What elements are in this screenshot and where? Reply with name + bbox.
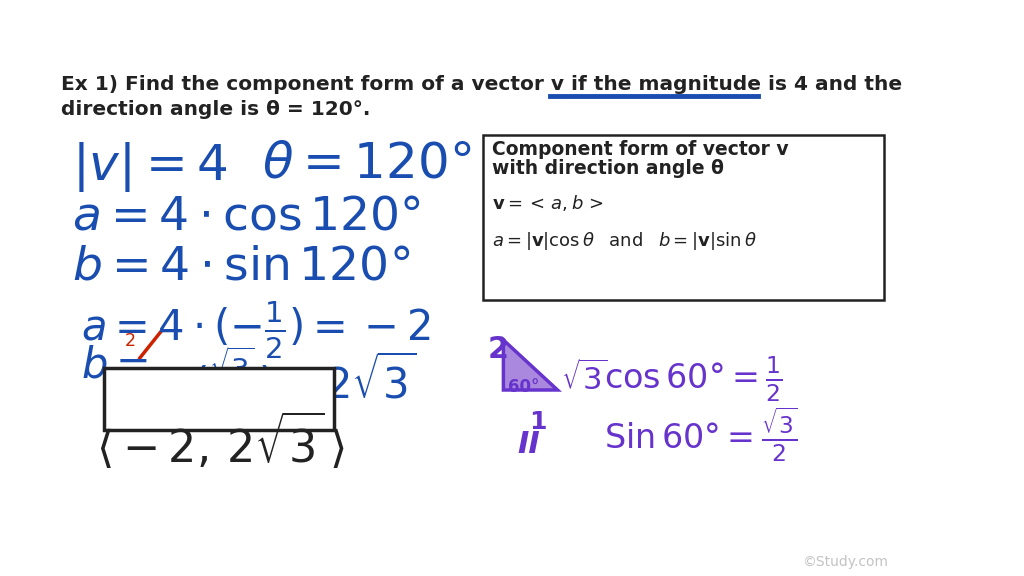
Text: 60°: 60° (508, 378, 540, 396)
Text: $b=4\cdot\sin120°$: $b=4\cdot\sin120°$ (72, 245, 411, 290)
Text: $\theta=120°$: $\theta=120°$ (261, 140, 471, 188)
Text: 1: 1 (528, 410, 546, 434)
Text: 2: 2 (487, 335, 508, 364)
Text: $^2$: $^2$ (125, 335, 136, 359)
Bar (482, 135, 884, 300)
Text: $\sqrt{3}$: $\sqrt{3}$ (561, 360, 607, 396)
Text: $\mathbf{v} = <\, a,b\, >$: $\mathbf{v} = <\, a,b\, >$ (492, 193, 604, 213)
Text: $\mathrm{Sin}\,60°=\frac{\sqrt{3}}{2}$: $\mathrm{Sin}\,60°=\frac{\sqrt{3}}{2}$ (604, 405, 799, 464)
Text: direction angle is θ = 120°.: direction angle is θ = 120°. (61, 100, 371, 119)
Text: $a = |\mathbf{v}|\cos\theta\;\;$ and $\;\; b = |\mathbf{v}|\sin\theta$: $a = |\mathbf{v}|\cos\theta\;\;$ and $\;… (492, 230, 757, 252)
Text: $\langle -2,\, 2\sqrt{3}\, \rangle$: $\langle -2,\, 2\sqrt{3}\, \rangle$ (96, 410, 344, 472)
Text: II: II (517, 430, 540, 459)
Text: $4\cdot(\frac{\sqrt{3}}{2})=2\sqrt{3}$: $4\cdot(\frac{\sqrt{3}}{2})=2\sqrt{3}$ (137, 345, 417, 418)
Text: ©Study.com: ©Study.com (803, 555, 889, 569)
Text: $|v|=4$: $|v|=4$ (72, 140, 227, 194)
Text: $a=4\cdot(-\frac{1}{2})=-2$: $a=4\cdot(-\frac{1}{2})=-2$ (81, 300, 431, 361)
Text: $b=$: $b=$ (81, 345, 148, 387)
Text: Ex 1) Find the component form of a vector v if the magnitude is 4 and the: Ex 1) Find the component form of a vecto… (61, 75, 902, 94)
Text: $a=4\cdot\cos120°$: $a=4\cdot\cos120°$ (72, 195, 421, 240)
Text: with direction angle θ: with direction angle θ (492, 159, 724, 178)
Polygon shape (504, 340, 557, 390)
Text: $\cos60°=\frac{1}{2}$: $\cos60°=\frac{1}{2}$ (604, 355, 783, 404)
Text: Component form of vector v: Component form of vector v (492, 140, 788, 159)
Bar (103, 368, 334, 430)
